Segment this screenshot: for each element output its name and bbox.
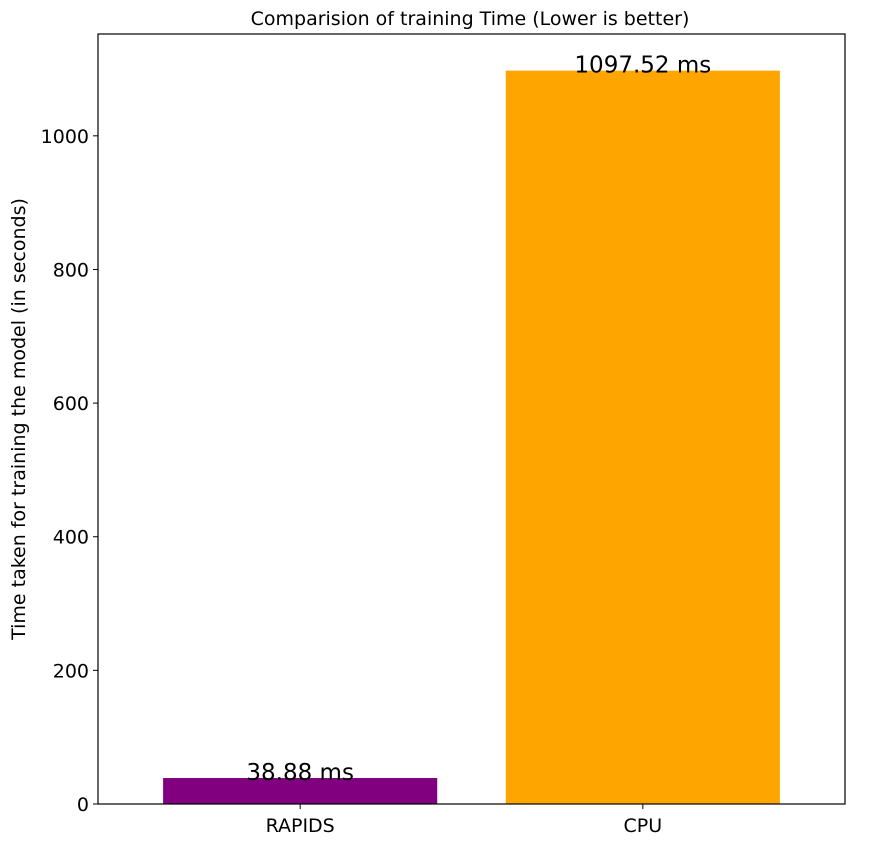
x-axis: RAPIDS CPU	[266, 804, 663, 837]
plot-area-frame	[97, 33, 846, 805]
bars	[163, 70, 780, 805]
data-label-rapids: 38.88 ms	[246, 760, 354, 786]
y-tick-label: 400	[53, 527, 89, 549]
x-tick-label-cpu: CPU	[624, 815, 663, 837]
y-tick-label: 1000	[41, 126, 89, 148]
data-label-cpu: 1097.52 ms	[574, 53, 711, 79]
y-axis-label: Time taken for training the model (in se…	[8, 198, 30, 641]
bar-rapids	[163, 778, 438, 804]
chart-title: Comparision of training Time (Lower is b…	[251, 8, 690, 30]
y-tick-label: 0	[77, 794, 89, 816]
x-tick-label-rapids: RAPIDS	[266, 815, 335, 837]
bar-cpu	[505, 70, 780, 805]
data-labels: 38.88 ms 1097.52 ms	[246, 53, 711, 786]
y-axis: 0 200 400 600 800 1000	[41, 126, 98, 816]
y-tick-label: 200	[53, 660, 89, 682]
y-tick-label: 600	[53, 393, 89, 415]
y-tick-label: 800	[53, 259, 89, 281]
